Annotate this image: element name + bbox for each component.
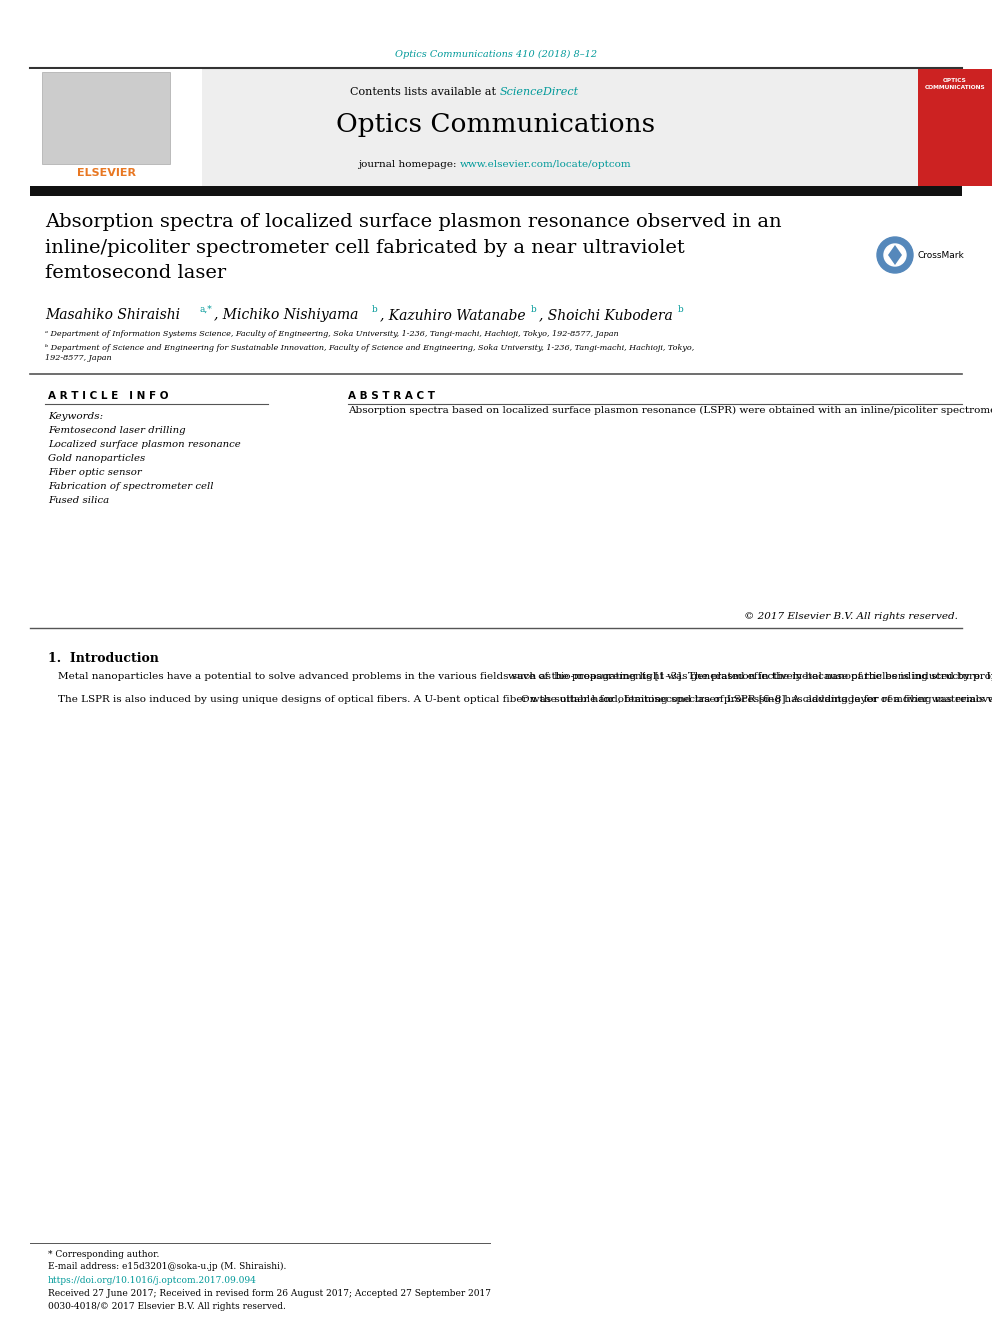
Text: Metal nanoparticles have a potential to solve advanced problems in the various f: Metal nanoparticles have a potential to … [45,672,992,704]
Polygon shape [888,245,902,265]
Text: Fabrication of spectrometer cell: Fabrication of spectrometer cell [48,482,213,491]
Text: ELSEVIER: ELSEVIER [76,168,136,179]
Text: www.elsevier.com/locate/optcom: www.elsevier.com/locate/optcom [460,160,632,169]
Text: ᵃ Department of Information Systems Science, Faculty of Engineering, Soka Univer: ᵃ Department of Information Systems Scie… [45,329,619,337]
Text: journal homepage:: journal homepage: [358,160,460,169]
Text: OPTICS
COMMUNICATIONS: OPTICS COMMUNICATIONS [925,78,985,90]
Text: A B S T R A C T: A B S T R A C T [348,392,435,401]
Text: A R T I C L E   I N F O: A R T I C L E I N F O [48,392,169,401]
Text: , Michiko Nishiyama: , Michiko Nishiyama [214,308,358,321]
Text: 1.  Introduction: 1. Introduction [48,652,159,665]
Text: E-mail address: e15d3201@soka-u.jp (M. Shiraishi).: E-mail address: e15d3201@soka-u.jp (M. S… [48,1262,287,1271]
Text: b: b [531,306,537,314]
Bar [30,69,202,187]
Text: Absorption spectra of localized surface plasmon resonance observed in an
inline/: Absorption spectra of localized surface … [45,213,782,282]
Text: ᵇ Department of Science and Engineering for Sustainable Innovation, Faculty of S: ᵇ Department of Science and Engineering … [45,344,694,363]
Text: Keywords:: Keywords: [48,411,103,421]
Text: Optics Communications: Optics Communications [336,112,656,138]
Text: © 2017 Elsevier B.V. All rights reserved.: © 2017 Elsevier B.V. All rights reserved… [744,613,958,620]
Text: Masahiko Shiraishi: Masahiko Shiraishi [45,308,181,321]
Circle shape [884,243,906,266]
Text: , Kazuhiro Watanabe: , Kazuhiro Watanabe [380,308,526,321]
Text: ScienceDirect: ScienceDirect [500,87,579,97]
Text: Fiber optic sensor: Fiber optic sensor [48,468,142,478]
Text: Received 27 June 2017; Received in revised form 26 August 2017; Accepted 27 Sept: Received 27 June 2017; Received in revis… [48,1289,491,1298]
Text: a,*: a,* [200,306,212,314]
Circle shape [877,237,913,273]
Text: b: b [678,306,683,314]
Text: Contents lists available at: Contents lists available at [350,87,500,97]
Bar [918,69,992,187]
Text: Optics Communications 410 (2018) 8–12: Optics Communications 410 (2018) 8–12 [395,50,597,60]
Bar [42,71,170,164]
Text: CrossMark: CrossMark [917,250,964,259]
Text: * Corresponding author.: * Corresponding author. [48,1250,160,1259]
Text: https://doi.org/10.1016/j.optcom.2017.09.094: https://doi.org/10.1016/j.optcom.2017.09… [48,1275,257,1285]
Text: Localized surface plasmon resonance: Localized surface plasmon resonance [48,441,241,448]
Text: , Shoichi Kubodera: , Shoichi Kubodera [539,308,673,321]
Bar [30,69,962,187]
Text: wave of the propagating light was generated effectively because of the bending s: wave of the propagating light was genera… [508,672,992,704]
Text: Femtosecond laser drilling: Femtosecond laser drilling [48,426,186,435]
Text: Fused silica: Fused silica [48,496,109,505]
Text: Gold nanoparticles: Gold nanoparticles [48,454,145,463]
Text: b: b [372,306,378,314]
Text: 0030-4018/© 2017 Elsevier B.V. All rights reserved.: 0030-4018/© 2017 Elsevier B.V. All right… [48,1302,286,1311]
Bar [30,187,962,196]
Text: Absorption spectra based on localized surface plasmon resonance (LSPR) were obta: Absorption spectra based on localized su… [348,406,992,415]
